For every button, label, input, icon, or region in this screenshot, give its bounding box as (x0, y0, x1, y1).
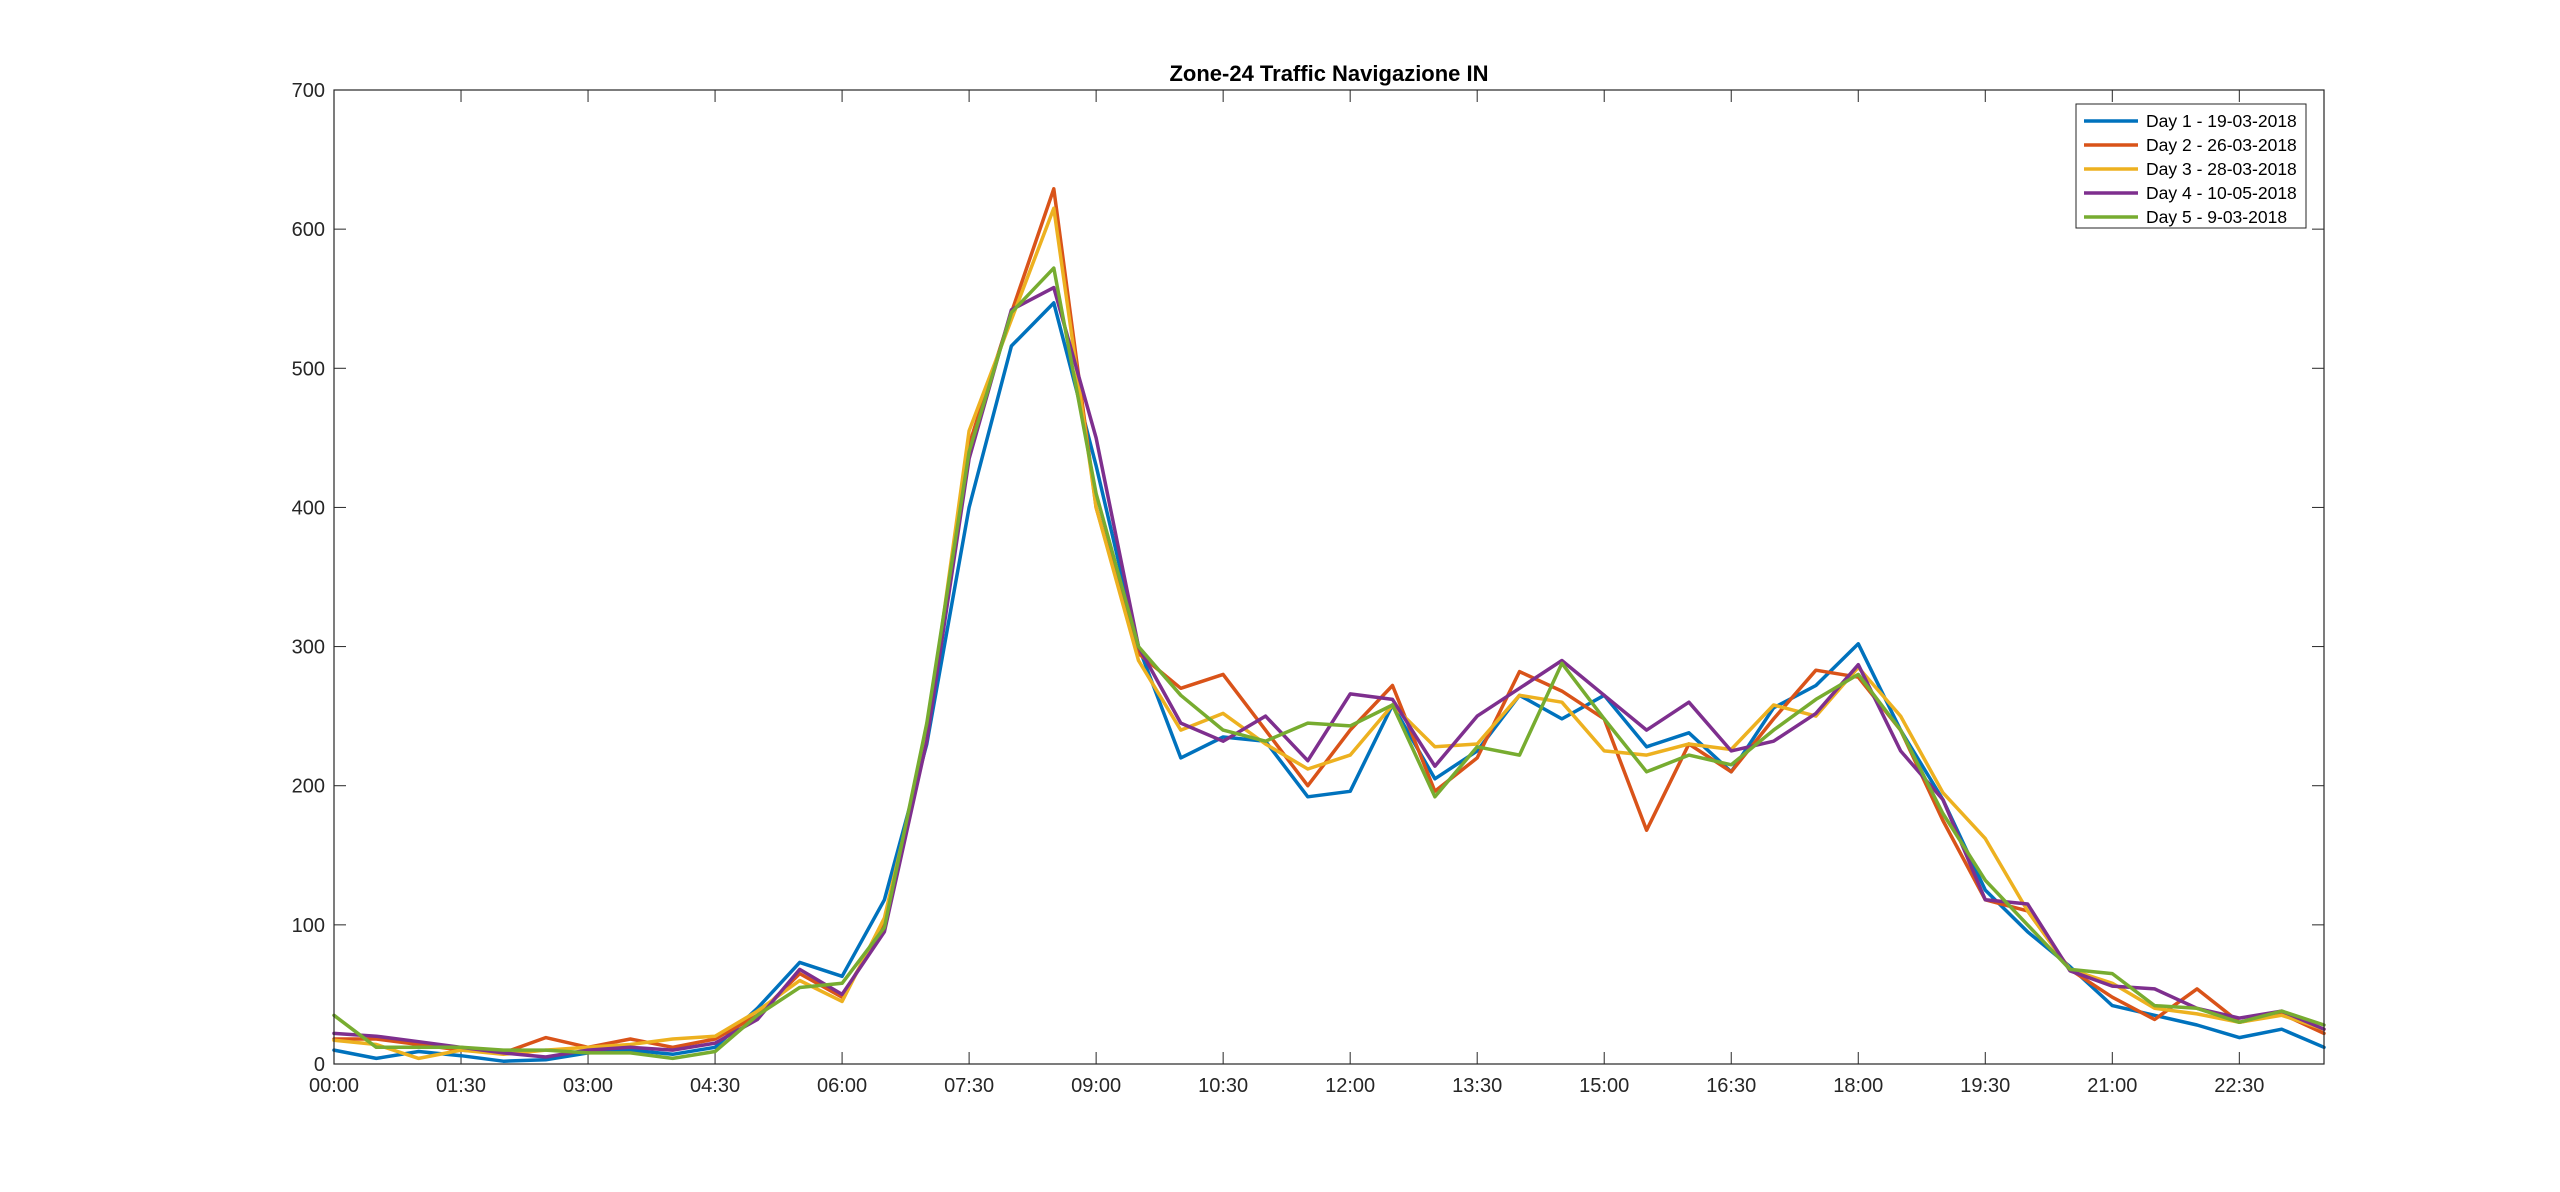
chart-title: Zone-24 Traffic Navigazione IN (1169, 61, 1488, 86)
series-line-day-4 (332, 285, 2326, 1059)
y-tick-label: 200 (292, 776, 325, 798)
y-tick-label: 500 (292, 358, 325, 380)
plot-area (334, 90, 2324, 1064)
legend-label-day-5: Day 5 - 9-03-2018 (2146, 207, 2287, 227)
legend: Day 1 - 19-03-2018 Day 2 - 26-03-2018 Day … (2075, 103, 2307, 229)
legend-label-day-2: Day 2 - 26-03-2018 (2146, 135, 2297, 155)
x-tick-label: 19:30 (1960, 1075, 2010, 1097)
legend-label-day-1: Day 1 - 19-03-2018 (2146, 111, 2297, 131)
series-line-day-3 (332, 206, 2326, 1061)
x-tick-label: 01:30 (436, 1075, 486, 1097)
series-line-day-1 (332, 301, 2326, 1063)
y-tick-label: 0 (314, 1054, 325, 1076)
axes-frame (333, 89, 2325, 1065)
y-tick-label: 700 (292, 80, 325, 102)
series-line-day-5 (332, 266, 2326, 1061)
legend-entries: Day 1 - 19-03-2018 Day 2 - 26-03-2018 Day … (2084, 111, 2297, 227)
x-tick-label: 16:30 (1706, 1075, 1756, 1097)
axis-ticks: 0 100 200 300 400 500 600 700 00:00 01:30 03:00 04:… (292, 80, 2324, 1097)
x-tick-label: 00:00 (309, 1075, 359, 1097)
series-layer (332, 187, 2326, 1063)
x-tick-label: 13:30 (1452, 1075, 1502, 1097)
x-tick-label: 07:30 (944, 1075, 994, 1097)
x-tick-label: 04:30 (690, 1075, 740, 1097)
y-tick-label: 100 (292, 915, 325, 937)
y-tick-label: 300 (292, 637, 325, 659)
x-tick-label: 12:00 (1325, 1075, 1375, 1097)
legend-label-day-3: Day 3 - 28-03-2018 (2146, 159, 2297, 179)
x-tick-label: 21:00 (2087, 1075, 2137, 1097)
y-tick-label: 600 (292, 219, 325, 241)
legend-label-day-4: Day 4 - 10-05-2018 (2146, 183, 2297, 203)
legend-box (2075, 103, 2307, 229)
x-tick-label: 22:30 (2214, 1075, 2264, 1097)
x-tick-label: 15:00 (1579, 1075, 1629, 1097)
x-tick-label: 10:30 (1198, 1075, 1248, 1097)
x-tick-label: 09:00 (1071, 1075, 1121, 1097)
x-tick-label: 03:00 (563, 1075, 613, 1097)
x-tick-label: 18:00 (1833, 1075, 1883, 1097)
x-tick-label: 06:00 (817, 1075, 867, 1097)
y-tick-label: 400 (292, 497, 325, 519)
